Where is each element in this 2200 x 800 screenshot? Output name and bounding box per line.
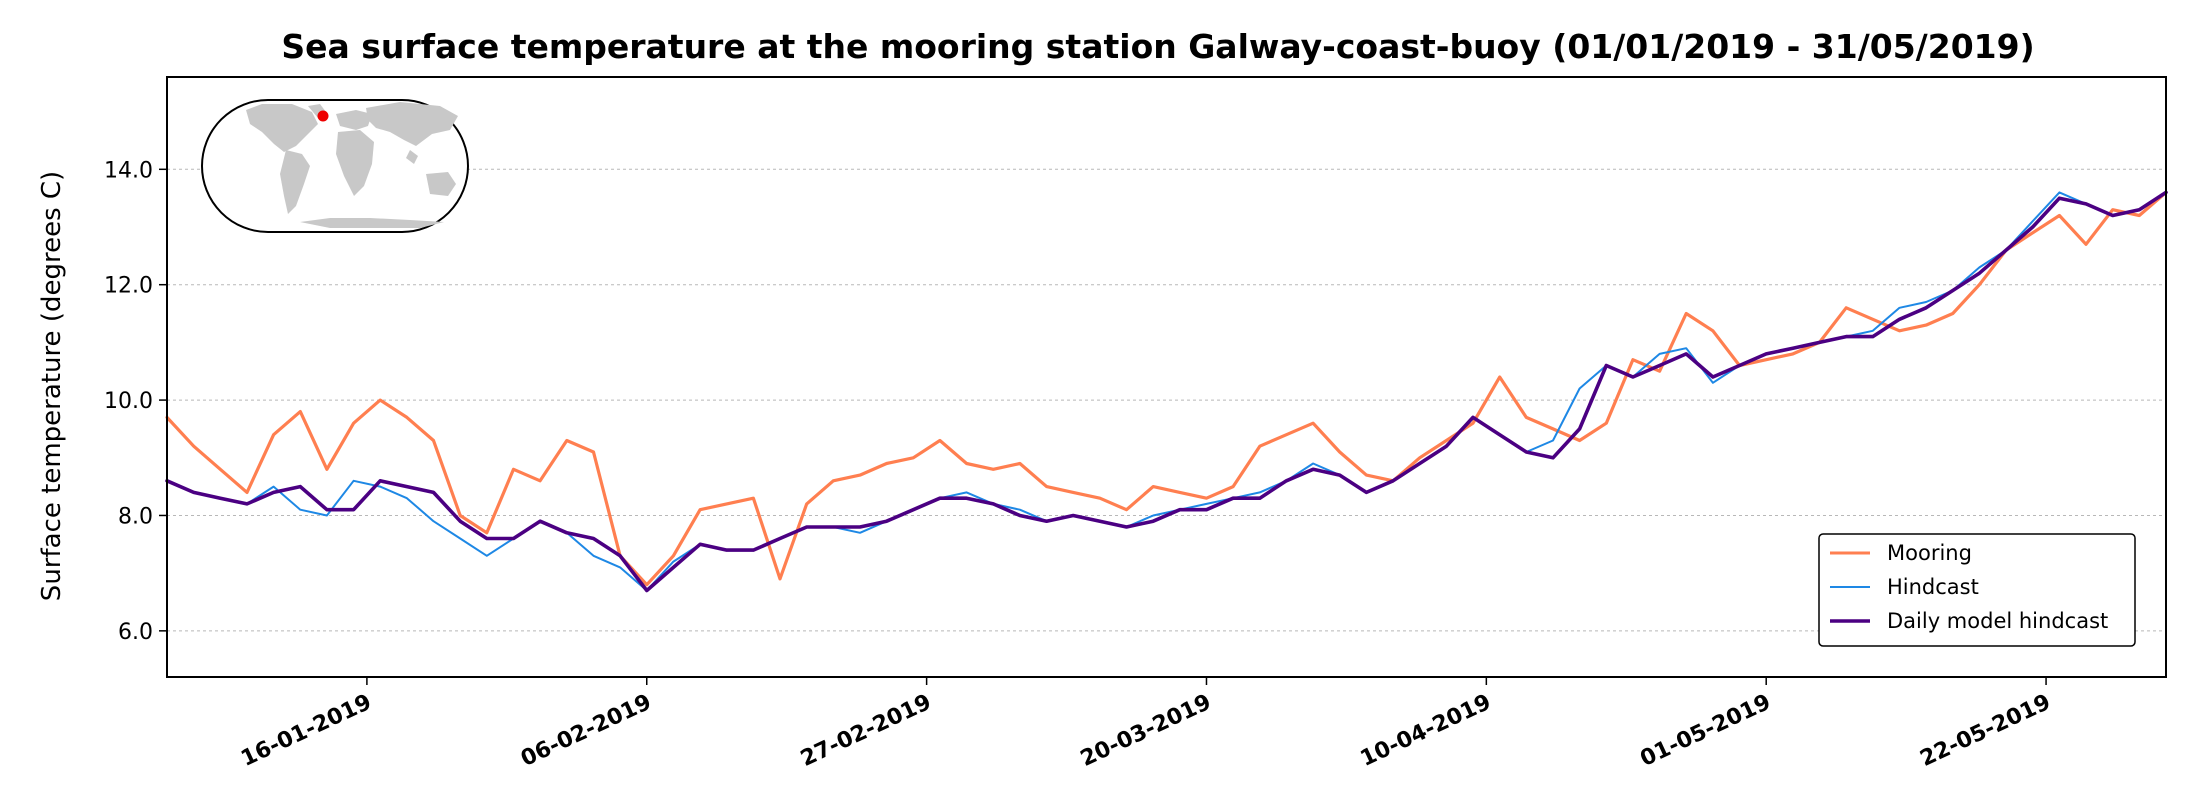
legend-label-hindcast: Hindcast	[1887, 575, 1979, 599]
x-tick-label: 06-02-2019	[517, 690, 655, 772]
series-line-mooring	[165, 190, 2168, 587]
y-tick-label: 6.0	[118, 620, 153, 645]
series-group	[165, 190, 2168, 593]
series-line-daily-model-hindcast	[165, 190, 2168, 593]
x-tick-label: 20-03-2019	[1077, 690, 1215, 772]
x-tick-label: 27-02-2019	[797, 690, 935, 772]
y-tick-label: 12.0	[104, 274, 153, 299]
station-marker	[317, 110, 329, 122]
y-tick-label: 8.0	[118, 504, 153, 529]
y-tick-label: 10.0	[104, 389, 153, 414]
x-tick-label: 10-04-2019	[1357, 690, 1495, 772]
world-map-landmasses	[246, 102, 458, 228]
legend: Mooring Hindcast Daily model hindcast	[1818, 533, 2136, 647]
plot-area-frame	[166, 76, 2167, 678]
x-tick-label: 22-05-2019	[1916, 690, 2054, 772]
series-line-hindcast	[166, 191, 2167, 592]
chart-title: Sea surface temperature at the mooring s…	[281, 27, 2034, 66]
legend-label-mooring: Mooring	[1887, 541, 1972, 565]
y-tick-label: 14.0	[104, 158, 153, 183]
x-tick-label: 01-05-2019	[1637, 690, 1775, 772]
y-axis-label: Surface temperature (degrees C)	[37, 171, 67, 601]
legend-box	[1818, 533, 2136, 647]
x-tick-label: 16-01-2019	[237, 690, 375, 772]
world-map-inset	[201, 99, 469, 233]
legend-label-daily-model-hindcast: Daily model hindcast	[1887, 609, 2108, 633]
